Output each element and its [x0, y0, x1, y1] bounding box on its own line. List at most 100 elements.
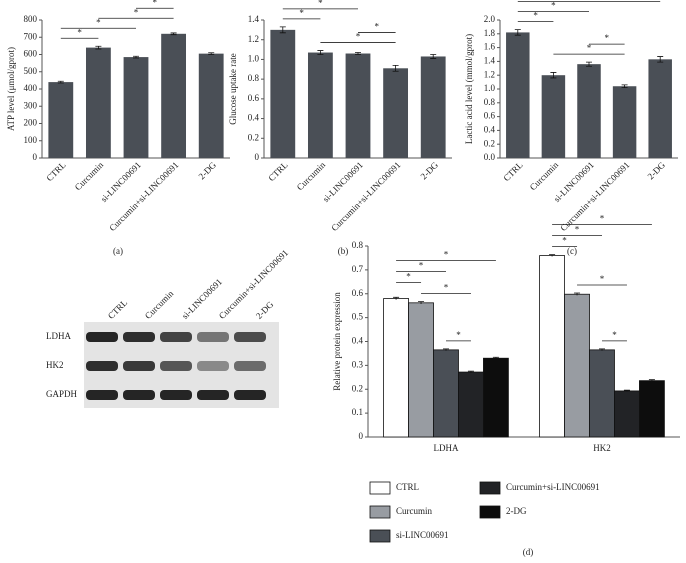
blot-band [197, 361, 229, 371]
legend-label: Curcumin+si-LINC00691 [506, 482, 600, 492]
bar [648, 59, 672, 158]
blot-band [160, 332, 192, 342]
y-tick-label: 0.8 [484, 97, 496, 107]
y-tick-label: 0.8 [248, 73, 260, 83]
y-axis-label: Lactic acid level (mmol/gprot) [464, 34, 474, 144]
error-bar [621, 84, 628, 89]
bar [541, 75, 566, 158]
significance-mark: * [605, 33, 610, 43]
y-tick-label: 1.2 [248, 34, 259, 44]
error-bar [392, 64, 399, 72]
blot-column-label: 2-DG [254, 299, 276, 321]
significance-mark: * [587, 43, 592, 53]
significance-mark: * [587, 0, 592, 1]
error-bar [443, 348, 449, 351]
error-bar [586, 61, 592, 67]
blot-band [86, 390, 118, 400]
bar [564, 293, 590, 438]
y-tick-label: 0.0 [484, 152, 496, 162]
x-tick-label: Curcumin+si-LINC00691 [558, 160, 631, 233]
blot-band [234, 390, 266, 400]
y-tick-label: 0.4 [484, 124, 496, 134]
panel-label: (c) [567, 246, 577, 256]
error-bar [599, 348, 605, 351]
bar [48, 82, 74, 158]
legend-label: CTRL [396, 482, 419, 492]
y-tick-label: 1.4 [248, 14, 260, 24]
bar [408, 302, 434, 438]
significance-mark: * [600, 214, 605, 224]
bar [85, 47, 111, 158]
y-tick-label: 0 [359, 431, 364, 441]
blot-column-label: Curcumin [143, 288, 176, 321]
y-tick-label: 2.0 [484, 14, 496, 24]
y-tick-label: 0.1 [352, 407, 363, 417]
significance-mark: * [551, 1, 556, 11]
error-bar [170, 32, 177, 36]
significance-mark: * [299, 8, 304, 18]
western-blot: CTRL Curcumin si-LINC00691Curcumin+si-LINC… [46, 248, 290, 408]
y-tick-label: 1.0 [484, 83, 496, 93]
error-bar [623, 389, 630, 392]
error-bar [57, 80, 64, 84]
significance-mark: * [562, 236, 567, 246]
blot-column-label: CTRL [106, 298, 129, 321]
error-bar [208, 52, 215, 55]
error-bar [492, 356, 499, 360]
y-tick-label: 0.8 [352, 240, 364, 250]
y-tick-label: 1.8 [484, 28, 496, 38]
y-tick-label: 200 [24, 118, 38, 128]
significance-mark: * [96, 17, 101, 27]
bar [614, 390, 640, 438]
legend-swatch [369, 529, 391, 543]
error-bar [393, 296, 400, 300]
x-tick-label: 2-DG [197, 159, 219, 181]
blot-band [160, 390, 192, 400]
bar [307, 52, 333, 158]
bar [383, 298, 409, 438]
legend-label: si-LINC00691 [396, 530, 449, 540]
bar [506, 32, 530, 158]
y-tick-label: 700 [24, 31, 38, 41]
x-tick-label: Curcumin+si-LINC00691 [107, 160, 180, 233]
y-tick-label: 1.0 [248, 53, 260, 63]
bar [420, 56, 446, 158]
y-tick-label: 1.4 [484, 55, 496, 65]
blot-band [123, 390, 155, 400]
error-bar [514, 29, 521, 36]
panel-label: (d) [523, 547, 534, 557]
significance-mark: * [77, 27, 82, 37]
bar [383, 68, 409, 158]
bar [270, 29, 296, 158]
y-tick-label: 0.2 [352, 383, 363, 393]
y-tick-label: 300 [24, 100, 38, 110]
bar [123, 57, 149, 158]
significance-mark: * [375, 22, 380, 32]
y-tick-label: 0.2 [484, 138, 495, 148]
error-bar [418, 301, 425, 305]
error-bar [550, 72, 557, 79]
legend-swatch [479, 481, 501, 495]
x-tick-label: CTRL [44, 160, 67, 183]
x-tick-label: LDHA [434, 443, 459, 453]
bar [161, 33, 187, 158]
y-tick-label: 0 [33, 152, 38, 162]
x-tick-label: HK2 [593, 443, 611, 453]
y-tick-label: 0.2 [248, 132, 259, 142]
blot-column-label: Curcumin+si-LINC00691 [217, 248, 290, 321]
x-tick-label: Curcumin+si-LINC00691 [329, 160, 402, 233]
y-axis-label: Glucose uptake rate [228, 53, 238, 124]
bar [198, 53, 224, 159]
x-tick-label: CTRL [501, 160, 524, 183]
bar [539, 255, 565, 438]
significance-mark: * [318, 0, 323, 8]
x-tick-label: Curcumin [73, 159, 106, 192]
blot-band [197, 332, 229, 342]
panel-label: (a) [113, 246, 123, 256]
significance-mark: * [600, 274, 605, 284]
blot-band [197, 390, 229, 400]
significance-mark: * [612, 330, 617, 340]
error-bar [279, 26, 286, 34]
error-bar [133, 55, 139, 59]
